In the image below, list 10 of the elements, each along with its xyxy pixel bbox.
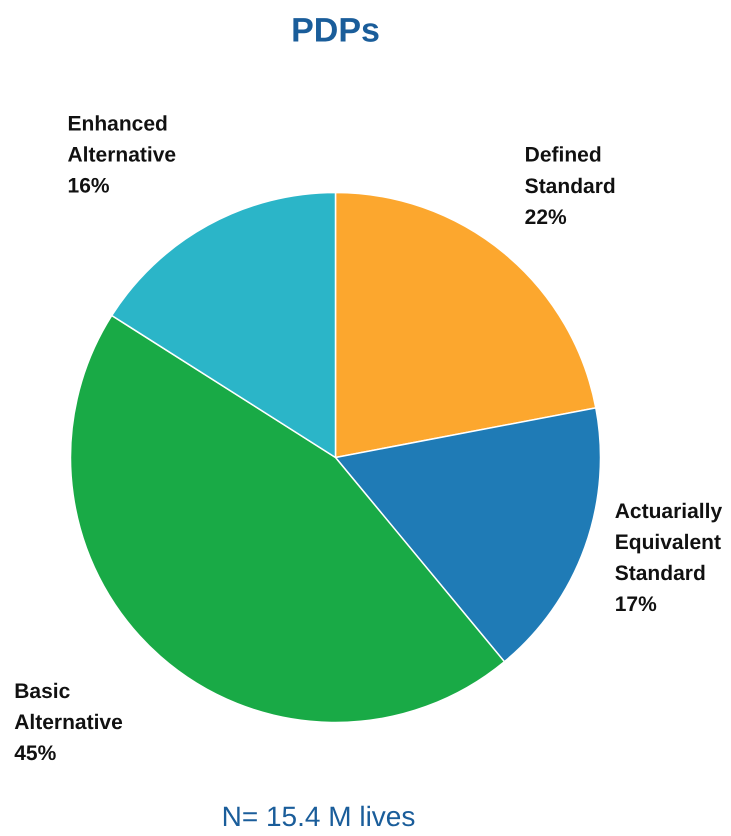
slice-label: Defined Standard [524, 144, 616, 198]
slice-label: Actuarially Equivalent Standard [614, 500, 722, 586]
slice-label: Enhanced Alternative [68, 112, 176, 166]
data-label: 17% [614, 593, 658, 616]
data-label: 45% [14, 742, 57, 766]
data-label: 16% [68, 174, 110, 198]
data-label: 22% [524, 206, 568, 229]
chart-title: PDPs [291, 12, 380, 50]
slice-label: Basic Alternative [14, 680, 123, 734]
text: N= 15.4 M lives [222, 801, 416, 832]
